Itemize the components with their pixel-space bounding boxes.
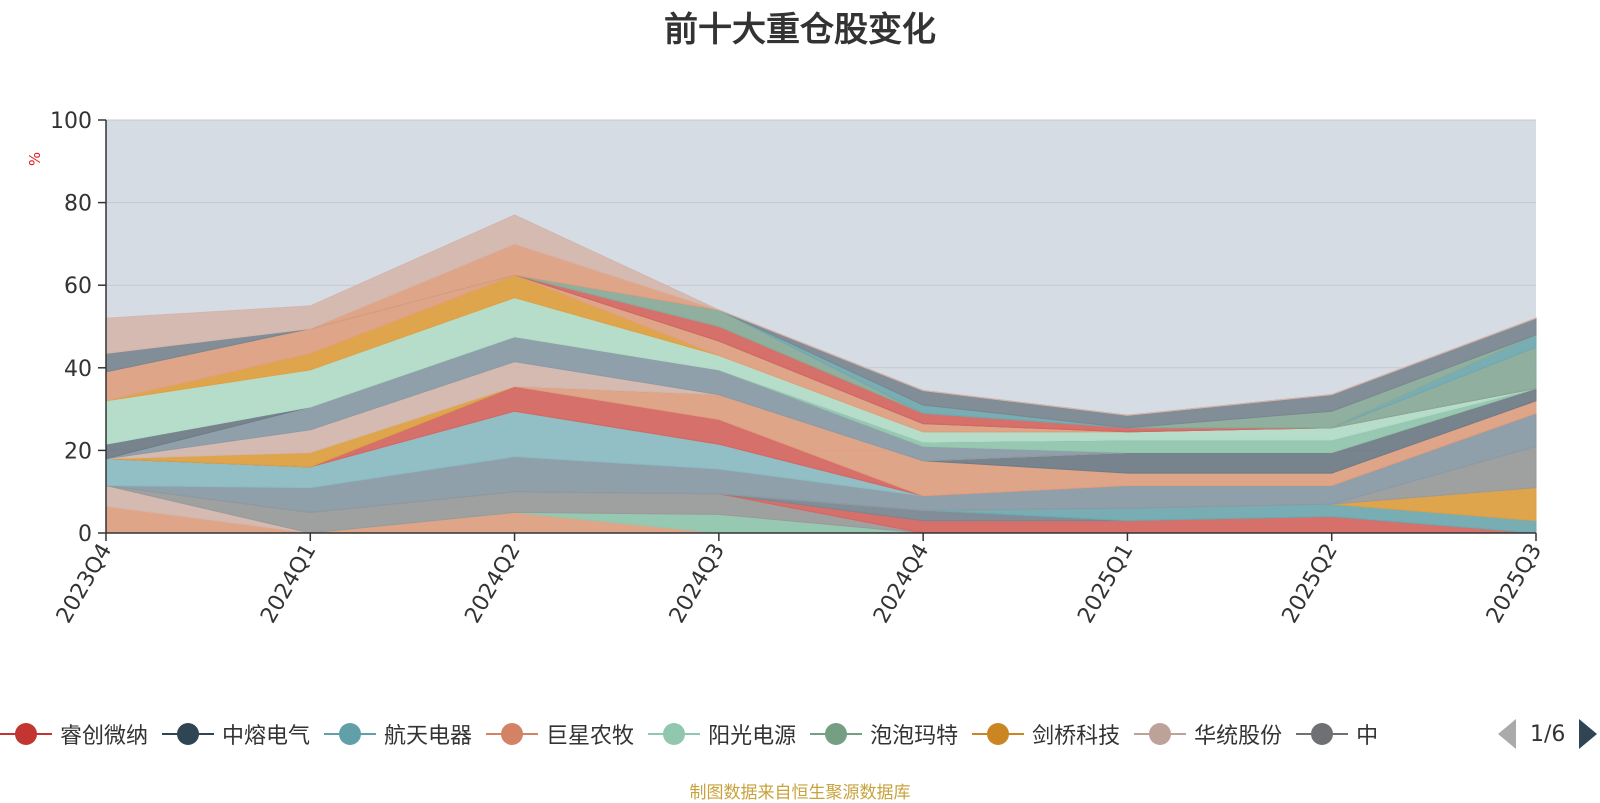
legend-label: 阳光电源	[708, 724, 797, 749]
legend-item-4[interactable]: 巨星农牧	[486, 714, 634, 754]
x-tick-label-2024Q4: 2024Q4	[869, 540, 934, 628]
next-page-icon[interactable]	[1579, 719, 1598, 749]
legend-marker-icon	[810, 722, 863, 746]
chart-legend: 睿创微纳 中熔电气 航天电器 巨星农牧 阳光电源 泡泡玛特 剑桥科技 华统股份 中	[0, 714, 1490, 754]
legend-marker-icon	[162, 722, 215, 746]
x-tick-label-2025Q3: 2025Q3	[1482, 540, 1547, 628]
page-indicator: 1/6	[1530, 721, 1566, 747]
y-tick-label-80: 80	[64, 192, 92, 217]
y-tick-label-100: 100	[50, 109, 92, 134]
legend-label: 华统股份	[1194, 724, 1283, 749]
legend-marker-icon	[972, 722, 1025, 746]
legend-label: 剑桥科技	[1032, 724, 1121, 749]
legend-item-5[interactable]: 阳光电源	[648, 714, 796, 754]
y-tick-label-0: 0	[78, 522, 92, 547]
legend-label: 中	[1356, 724, 1379, 749]
x-tick-label-2024Q1: 2024Q1	[256, 540, 321, 628]
legend-label: 航天电器	[384, 724, 473, 749]
legend-label: 睿创微纳	[60, 724, 149, 749]
legend-item-9[interactable]: 中	[1296, 714, 1378, 754]
legend-marker-icon	[1134, 722, 1187, 746]
legend-marker-icon	[486, 722, 539, 746]
legend-item-3[interactable]: 航天电器	[324, 714, 472, 754]
y-tick-label-60: 60	[64, 274, 92, 299]
y-tick-label-40: 40	[64, 357, 92, 382]
x-tick-label-2023Q4: 2023Q4	[52, 540, 117, 628]
legend-item-6[interactable]: 泡泡玛特	[810, 714, 958, 754]
legend-marker-icon	[1296, 722, 1349, 746]
legend-item-8[interactable]: 华统股份	[1134, 714, 1282, 754]
legend-pager: 1/6	[1498, 714, 1598, 754]
area-band-30	[105, 214, 1537, 416]
x-tick-label-2024Q2: 2024Q2	[460, 540, 525, 628]
previous-page-icon[interactable]	[1498, 719, 1516, 749]
legend-marker-icon	[324, 722, 377, 746]
legend-label: 泡泡玛特	[870, 724, 959, 749]
data-source-note: 制图数据来自恒生聚源数据库	[689, 783, 911, 803]
legend-label: 中熔电气	[222, 724, 311, 749]
legend-item-1[interactable]: 睿创微纳	[0, 714, 148, 754]
legend-marker-icon	[648, 722, 701, 746]
x-tick-label-2025Q2: 2025Q2	[1278, 540, 1343, 628]
legend-item-7[interactable]: 剑桥科技	[972, 714, 1120, 754]
chart-title: 前十大重仓股变化	[664, 10, 936, 50]
legend-item-2[interactable]: 中熔电气	[162, 714, 310, 754]
legend-marker-icon	[0, 722, 52, 746]
y-tick-label-20: 20	[64, 439, 92, 464]
x-tick-label-2025Q1: 2025Q1	[1073, 540, 1138, 628]
x-tick-label-2024Q3: 2024Q3	[665, 540, 730, 628]
legend-label: 巨星农牧	[546, 724, 635, 749]
